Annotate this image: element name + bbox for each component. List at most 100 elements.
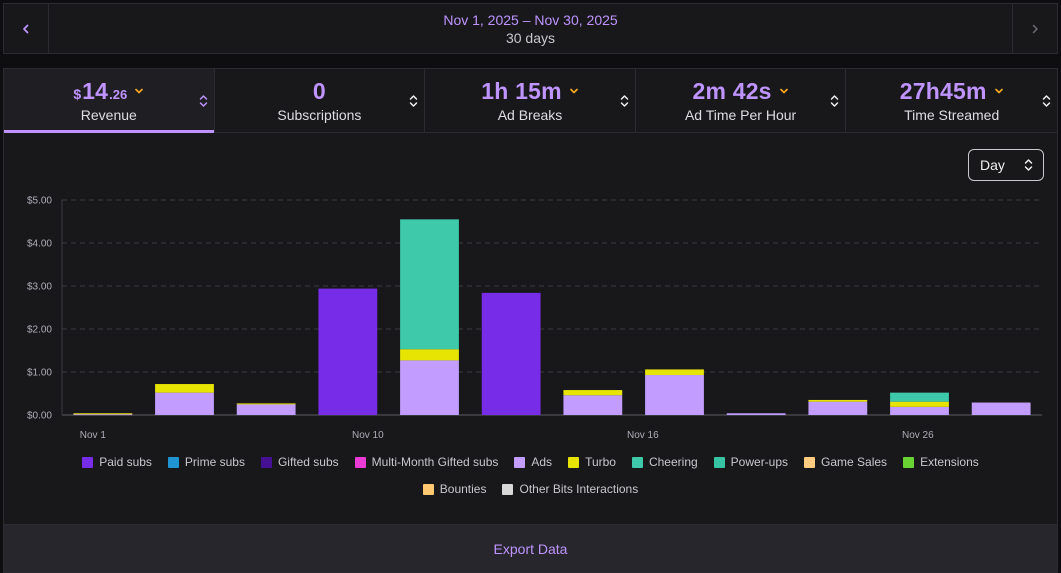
chart-legend: Paid subs Prime subs Gifted subs Multi-Mont… (4, 455, 1057, 496)
revenue-panel: $ 14 .26 Revenue 0 Subscriptions 1h 15m … (3, 68, 1058, 573)
revenue-chart: $0.00 $1.00 $2.00 $3.00 $4.00 $5.00 Nov 1 Nov 1… (27, 196, 1042, 441)
tab-ad-breaks[interactable]: 1h 15m Ad Breaks (425, 69, 636, 132)
legend-item-bounties[interactable]: Bounties (422, 482, 487, 496)
chevron-down-icon (135, 88, 144, 94)
legend-label: Power-ups (730, 455, 789, 469)
bar-segment-turbo (236, 403, 296, 405)
sort-icon[interactable] (830, 94, 839, 108)
legend-item-multi-month-gifted-subs[interactable]: Multi-Month Gifted subs (354, 455, 499, 469)
y-tick-label: $4.00 (27, 239, 52, 250)
bar-segment-cheering (890, 392, 949, 402)
tab-ad-time-per-hour[interactable]: 2m 42s Ad Time Per Hour (636, 69, 847, 132)
bar-segment-turbo (155, 384, 214, 393)
legend-item-extensions[interactable]: Extensions (903, 455, 979, 469)
bar-segment-ads (73, 414, 133, 416)
bar-segment-turbo (400, 349, 459, 361)
legend-item-game-sales[interactable]: Game Sales (804, 455, 887, 469)
legend-label: Turbo (585, 455, 616, 469)
ad-breaks-value: 1h 15m (481, 77, 562, 104)
tab-label: Ad Breaks (497, 107, 563, 123)
bar-segment-turbo (808, 399, 868, 402)
legend-label: Game Sales (821, 455, 888, 469)
export-data-label: Export Data (493, 540, 568, 557)
legend-item-ads[interactable]: Ads (514, 455, 552, 469)
x-tick-label: Nov 10 (352, 430, 384, 441)
legend-swatch (422, 483, 434, 495)
legend-swatch (354, 456, 366, 468)
revenue-cents: .26 (109, 87, 128, 102)
x-tick-label: Nov 1 (80, 430, 107, 441)
sort-icon[interactable] (620, 94, 629, 108)
previous-period-button[interactable] (4, 4, 49, 53)
granularity-value: Day (980, 157, 1005, 173)
chevron-right-icon (1032, 24, 1038, 33)
legend-label: Ads (531, 455, 553, 469)
bar-segment-ads (890, 406, 949, 415)
x-tick-label: Nov 26 (902, 430, 934, 441)
legend-swatch (568, 456, 580, 468)
metric-tabs: $ 14 .26 Revenue 0 Subscriptions 1h 15m … (4, 69, 1057, 133)
export-data-button[interactable]: Export Data (4, 524, 1057, 572)
legend-item-turbo[interactable]: Turbo (568, 455, 616, 469)
tab-subscriptions[interactable]: 0 Subscriptions (215, 69, 426, 132)
legend-item-cheering[interactable]: Cheering (631, 455, 698, 469)
bar-segment-turbo (73, 413, 133, 415)
date-duration-text: 30 days (505, 29, 556, 46)
legend-label: Multi-Month Gifted subs (371, 455, 499, 469)
tab-revenue[interactable]: $ 14 .26 Revenue (4, 69, 215, 133)
tab-time-streamed[interactable]: 27h45m Time Streamed (846, 69, 1057, 132)
legend-label: Other Bits Interactions (519, 482, 639, 496)
date-range-display: Nov 1, 2025 – Nov 30, 2025 30 days (49, 4, 1012, 53)
bar-segment-ads (645, 375, 704, 415)
granularity-select[interactable]: Day (968, 149, 1044, 181)
tab-label: Revenue (80, 107, 137, 123)
subscriptions-value: 0 (312, 77, 326, 104)
tab-label: Subscriptions (277, 107, 362, 123)
bar-segment-turbo (563, 390, 623, 396)
revenue-currency: $ (73, 86, 82, 102)
legend-item-gifted-subs[interactable]: Gifted subs (260, 455, 339, 469)
y-tick-label: $0.00 (27, 411, 52, 422)
legend-label: Cheering (648, 455, 698, 469)
ad-time-per-hour-value: 2m 42s (692, 77, 772, 104)
bar-segment-paid-subs (318, 288, 378, 415)
legend-swatch (631, 456, 643, 468)
legend-label: Paid subs (99, 455, 152, 469)
time-streamed-value: 27h45m (899, 77, 987, 104)
legend-item-paid-subs[interactable]: Paid subs (82, 455, 152, 469)
chevron-down-icon (994, 88, 1003, 94)
bar-segment-ads (563, 395, 623, 415)
legend-label: Prime subs (184, 455, 245, 469)
bar-segment-ads (155, 392, 214, 415)
legend-swatch (502, 483, 514, 495)
bar-segment-ads (400, 360, 459, 415)
sort-icon[interactable] (409, 94, 418, 108)
legend-swatch (903, 456, 915, 468)
bar-segment-turbo (890, 401, 949, 407)
y-tick-label: $3.00 (27, 282, 52, 293)
legend-label: Gifted subs (277, 455, 339, 469)
x-tick-label: Nov 16 (627, 430, 659, 441)
legend-swatch (260, 456, 272, 468)
bar-segment-turbo (645, 369, 704, 376)
revenue-value: 14 (82, 77, 109, 104)
chevron-left-icon (23, 24, 29, 33)
next-period-button[interactable] (1012, 4, 1057, 53)
bar-segment-ads (808, 401, 868, 415)
legend-item-other-bits[interactable]: Other Bits Interactions (502, 482, 638, 496)
y-tick-label: $1.00 (27, 368, 52, 379)
legend-item-prime-subs[interactable]: Prime subs (167, 455, 245, 469)
y-tick-label: $2.00 (27, 325, 52, 336)
bar-segment-paid-subs (481, 292, 541, 415)
legend-item-power-ups[interactable]: Power-ups (713, 455, 789, 469)
bar-segment-ads (726, 413, 786, 415)
legend-swatch (167, 456, 179, 468)
sort-icon[interactable] (1042, 94, 1051, 108)
select-arrows-icon (1024, 159, 1033, 171)
legend-swatch (804, 456, 816, 468)
tab-label: Time Streamed (904, 107, 1000, 123)
legend-swatch (82, 456, 94, 468)
legend-label: Bounties (439, 482, 487, 496)
sort-icon[interactable] (199, 94, 208, 108)
legend-swatch (713, 456, 725, 468)
